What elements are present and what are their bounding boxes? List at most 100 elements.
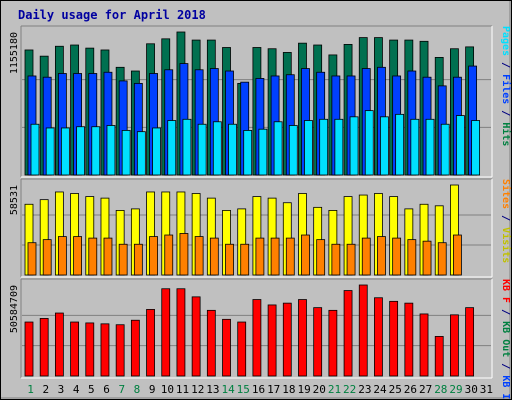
day-label: 15 xyxy=(237,383,250,396)
day-label: 3 xyxy=(58,383,65,396)
day-label: 2 xyxy=(42,383,49,396)
bar-kb-f xyxy=(358,284,368,377)
bar-sites xyxy=(209,237,219,276)
day-label: 1 xyxy=(27,383,34,396)
bar-kb-f xyxy=(389,300,399,377)
day-label: 28 xyxy=(434,383,447,396)
legend-top: Pages / Files / Hits xyxy=(500,26,512,146)
panel-top: 1155180 Pages / Files / Hits xyxy=(9,25,512,178)
bar-sites xyxy=(331,243,341,276)
bar-sites xyxy=(407,239,417,276)
day-label: 8 xyxy=(134,383,141,396)
day-label: 26 xyxy=(404,383,417,396)
bar-pages xyxy=(91,126,101,176)
day-label: 11 xyxy=(176,383,189,396)
legend-entry: / xyxy=(500,56,511,74)
bar-sites xyxy=(194,236,204,276)
day-label: 18 xyxy=(282,383,295,396)
day-label: 7 xyxy=(118,383,125,396)
bar-sites xyxy=(225,243,234,276)
bar-sites xyxy=(255,237,265,276)
day-label: 21 xyxy=(328,383,341,396)
bar-pages xyxy=(60,127,70,176)
bar-pages xyxy=(45,127,55,176)
legend-entry: KB F xyxy=(500,279,511,303)
bar-kb-f xyxy=(222,318,231,377)
bar-pages xyxy=(212,121,222,176)
day-label: 24 xyxy=(373,383,387,396)
bar-pages xyxy=(197,123,207,176)
legend-entry: KB In xyxy=(500,375,511,400)
day-label: 25 xyxy=(389,383,402,396)
bar-pages xyxy=(228,123,237,176)
bar-kb-f xyxy=(54,312,64,377)
legend-entry: Files xyxy=(500,74,512,104)
day-label: 10 xyxy=(161,383,174,396)
day-label: 6 xyxy=(103,383,110,396)
legend-entry: Hits xyxy=(500,122,512,146)
day-label: 20 xyxy=(313,383,326,396)
bar-pages xyxy=(334,118,344,176)
bar-pages xyxy=(273,121,283,176)
chart-title: Daily usage for April 2018 xyxy=(18,8,206,22)
bar-kb-f xyxy=(24,321,34,377)
day-label: 4 xyxy=(73,383,80,396)
bar-kb-f xyxy=(374,297,383,377)
bar-sites xyxy=(42,239,52,276)
bar-kb-f xyxy=(450,314,459,377)
bar-kb-f xyxy=(465,307,475,377)
bar-sites xyxy=(422,240,432,276)
bar-kb-f xyxy=(39,318,49,377)
day-label: 31 xyxy=(480,383,493,396)
bar-sites xyxy=(118,243,128,276)
day-label: 16 xyxy=(252,383,265,396)
bar-pages xyxy=(410,118,420,176)
bar-sites xyxy=(437,242,447,276)
day-label: 5 xyxy=(88,383,95,396)
bar-kb-f xyxy=(115,324,125,377)
bar-kb-f xyxy=(130,319,140,377)
bar-pages xyxy=(319,118,329,176)
legend-entry: KB Out xyxy=(500,321,511,357)
legend-mid: Sites / Visits xyxy=(500,179,512,263)
bar-pages xyxy=(304,120,313,176)
bar-kb-f xyxy=(282,302,292,377)
bar-pages xyxy=(136,131,146,176)
bar-pages xyxy=(106,125,116,176)
day-label: 30 xyxy=(465,383,478,396)
legend-entry: Visits xyxy=(500,227,512,263)
day-label: 27 xyxy=(419,383,432,396)
bar-sites xyxy=(164,234,174,276)
day-label: 17 xyxy=(267,383,280,396)
bar-kb-f xyxy=(70,321,79,377)
bar-kb-f xyxy=(176,288,186,377)
bar-sites xyxy=(133,243,143,276)
bar-sites xyxy=(316,239,326,276)
legend-entry: Pages xyxy=(500,26,511,56)
bar-sites xyxy=(361,237,371,276)
legend-entry: / xyxy=(500,104,511,122)
bar-pages xyxy=(243,130,253,176)
ymax-label: 1155180 xyxy=(9,32,20,74)
ymax-label: 58531 xyxy=(9,185,20,215)
bar-kb-f xyxy=(404,302,414,377)
bar-pages xyxy=(288,125,298,176)
bar-sites xyxy=(453,234,462,276)
bar-kb-f xyxy=(419,313,429,377)
bar-kb-f xyxy=(100,323,110,377)
bar-kb-f xyxy=(206,309,216,377)
day-label: 9 xyxy=(149,383,156,396)
bar-sites xyxy=(392,237,402,276)
bar-sites xyxy=(103,237,113,276)
bar-pages xyxy=(76,126,85,176)
bar-sites xyxy=(346,243,356,276)
day-label: 23 xyxy=(358,383,371,396)
day-label: 22 xyxy=(343,383,356,396)
bar-sites xyxy=(270,237,280,276)
bar-pages xyxy=(258,128,268,176)
bar-pages xyxy=(425,118,435,176)
bar-pages xyxy=(440,123,450,176)
legend-entry: Sites xyxy=(500,179,512,209)
bar-kb-f xyxy=(191,296,201,377)
